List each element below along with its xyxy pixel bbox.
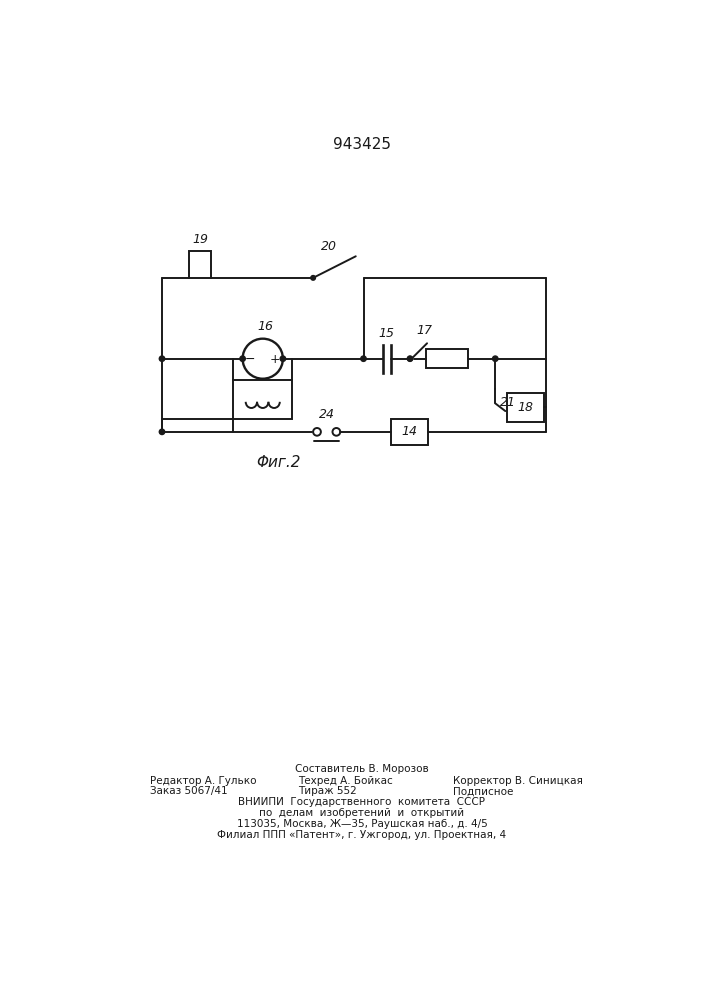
Bar	[507, 393, 544, 422]
Text: Филиал ППП «Патент», г. Ужгород, ул. Проектная, 4: Филиал ППП «Патент», г. Ужгород, ул. Про…	[217, 830, 506, 840]
Circle shape	[493, 356, 498, 361]
Circle shape	[240, 356, 245, 361]
Text: 18: 18	[518, 401, 534, 414]
Bar	[233, 380, 292, 419]
Text: Φиг.2: Φиг.2	[256, 455, 300, 470]
Circle shape	[159, 356, 165, 361]
Bar	[391, 419, 428, 445]
Text: Тираж 552: Тираж 552	[298, 786, 356, 796]
Circle shape	[361, 356, 366, 361]
Text: 16: 16	[257, 320, 273, 333]
Text: 17: 17	[416, 324, 432, 337]
Bar	[426, 349, 468, 368]
Circle shape	[408, 356, 412, 361]
Bar	[189, 251, 211, 278]
Text: 20: 20	[321, 240, 337, 253]
Text: 19: 19	[192, 233, 208, 246]
Text: 24: 24	[319, 408, 334, 421]
Text: Составитель В. Морозов: Составитель В. Морозов	[295, 764, 429, 774]
Circle shape	[243, 339, 283, 379]
Text: 943425: 943425	[333, 137, 391, 152]
Text: 21: 21	[500, 396, 516, 409]
Text: 14: 14	[402, 425, 417, 438]
Text: Подписное: Подписное	[452, 786, 513, 796]
Text: ВНИИПИ  Государственного  комитета  СССР: ВНИИПИ Государственного комитета СССР	[238, 797, 486, 807]
Text: Техред А. Бойкас: Техред А. Бойкас	[298, 776, 392, 786]
Text: 15: 15	[379, 327, 395, 340]
Text: по  делам  изобретений  и  открытий: по делам изобретений и открытий	[259, 808, 464, 818]
Circle shape	[311, 276, 315, 280]
Text: −: −	[245, 353, 256, 366]
Circle shape	[280, 356, 286, 361]
Text: 113035, Москва, Ж—35, Раушская наб., д. 4/5: 113035, Москва, Ж—35, Раушская наб., д. …	[237, 819, 487, 829]
Text: Редактор А. Гулько: Редактор А. Гулько	[151, 776, 257, 786]
Circle shape	[159, 429, 165, 435]
Text: Корректор В. Синицкая: Корректор В. Синицкая	[452, 776, 583, 786]
Text: Заказ 5067/41: Заказ 5067/41	[151, 786, 228, 796]
Text: +: +	[270, 353, 281, 366]
Circle shape	[407, 356, 413, 361]
